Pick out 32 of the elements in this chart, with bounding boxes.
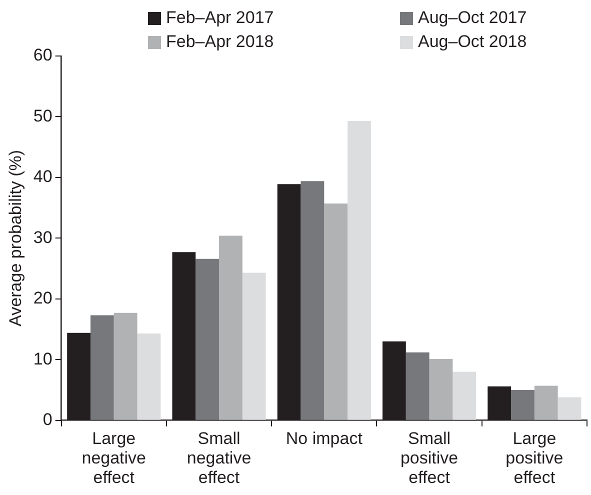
x-tick-label: No impact xyxy=(286,428,363,448)
bar xyxy=(534,386,558,420)
bar xyxy=(242,272,266,420)
bar xyxy=(324,204,348,420)
bar xyxy=(90,315,114,420)
bar xyxy=(429,359,453,420)
bar xyxy=(196,258,220,420)
bar xyxy=(511,390,534,420)
x-tick-label: Large positive effect xyxy=(506,428,564,487)
y-tick-label: 40 xyxy=(33,167,52,186)
bar xyxy=(452,372,476,420)
y-tick-label: 30 xyxy=(33,228,52,247)
bar xyxy=(219,236,242,420)
y-axis-title: Average probability (%) xyxy=(6,150,25,326)
y-tick-label: 10 xyxy=(33,349,52,368)
legend-label: Aug–Oct 2018 xyxy=(418,32,527,52)
y-tick-label: 50 xyxy=(33,106,52,126)
legend-label: Feb–Apr 2018 xyxy=(166,32,274,52)
x-tick-label: Large negative effect xyxy=(82,428,146,487)
bar xyxy=(114,312,138,420)
bar xyxy=(348,120,371,420)
y-tick-label: 0 xyxy=(42,410,52,430)
y-tick-label: 20 xyxy=(33,288,52,308)
y-tick-label: 60 xyxy=(33,46,52,65)
bar xyxy=(300,181,324,420)
legend-label: Aug–Oct 2017 xyxy=(418,8,527,28)
bar xyxy=(558,397,582,420)
x-tick-label: Small negative effect xyxy=(186,428,252,487)
bar xyxy=(137,334,161,420)
legend-label: Feb–Apr 2017 xyxy=(166,8,274,28)
bar xyxy=(406,352,430,420)
x-tick-label: Small positive effect xyxy=(400,428,458,487)
